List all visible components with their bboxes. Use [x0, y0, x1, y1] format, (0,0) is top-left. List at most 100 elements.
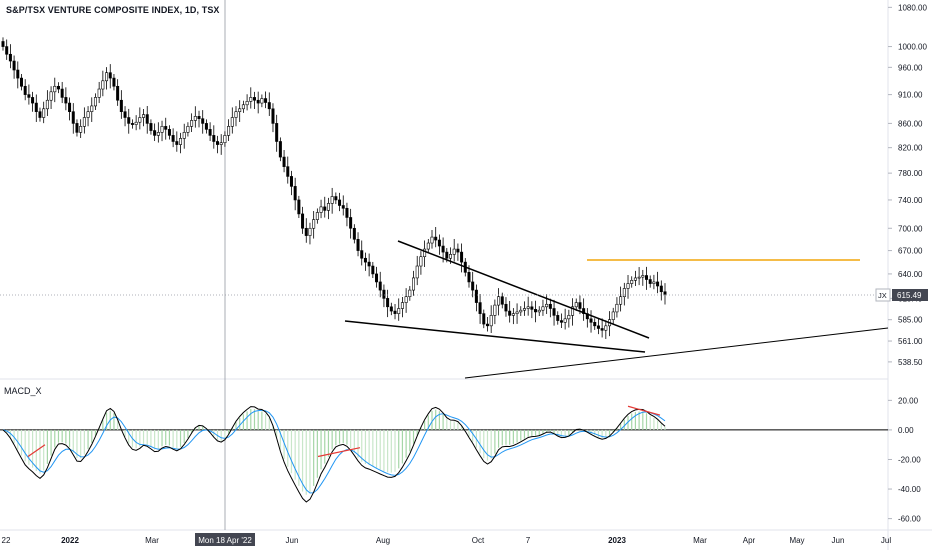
macd-tick-label: 0.00: [898, 426, 914, 435]
candle-body: [53, 85, 57, 93]
candle-body: [408, 289, 412, 298]
candle-body: [548, 303, 552, 309]
candle-body: [312, 219, 316, 229]
candle-body: [319, 206, 323, 213]
candle-body: [504, 303, 508, 312]
candle-body: [511, 313, 515, 316]
candle-body: [593, 322, 597, 327]
candle-body: [567, 315, 571, 320]
candle-body: [134, 121, 138, 125]
candle-body: [323, 206, 327, 211]
candle-body: [138, 117, 142, 123]
candle-body: [27, 94, 31, 98]
candle-body: [101, 80, 105, 90]
candle-body: [153, 130, 157, 136]
candle-body: [156, 132, 160, 136]
candle-body: [571, 306, 575, 316]
candle-body: [123, 111, 127, 118]
candle-body: [71, 111, 75, 124]
time-axis: 22 2022 Mar Mon 18 Apr '22 Jun Aug Oct 7 2023 Mar…: [2, 533, 891, 546]
candle-body: [441, 245, 445, 253]
price-tick-label: 561.00: [898, 337, 923, 346]
candle-body: [230, 117, 234, 127]
candle-body: [171, 135, 175, 142]
price-tick-label: 1080.00: [898, 3, 927, 12]
candle-body: [42, 108, 46, 118]
plot-background[interactable]: [0, 0, 888, 530]
candle-body: [363, 257, 367, 263]
time-tick-label: Jun: [286, 536, 299, 545]
candle-body: [378, 281, 382, 291]
time-tick-label: 22: [2, 536, 11, 545]
time-tick-label: 2023: [608, 536, 626, 545]
price-tick-label: 780.00: [898, 169, 923, 178]
candle-body: [508, 310, 512, 316]
candle-body: [437, 239, 441, 247]
candle-body: [389, 306, 393, 312]
candle-body: [400, 302, 404, 309]
candle-body: [493, 304, 497, 316]
candle-body: [500, 296, 504, 305]
macd-tick-label: -20.00: [898, 455, 921, 464]
time-tick-label: Aug: [376, 536, 390, 545]
candle-body: [105, 72, 109, 82]
candle-body: [286, 166, 290, 177]
candle-body: [659, 285, 663, 293]
price-tick-label: 700.00: [898, 224, 923, 233]
candle-body: [526, 306, 530, 309]
candle-body: [304, 227, 308, 236]
price-candles: [1, 37, 667, 339]
candle-body: [256, 99, 260, 104]
candle-body: [375, 273, 379, 283]
candle-body: [534, 309, 538, 313]
macd-axis: 20.00 0.00 -20.00 -40.00 -60.00: [888, 396, 921, 524]
candle-body: [382, 289, 386, 299]
candle-body: [130, 123, 134, 125]
candle-body: [297, 199, 301, 215]
candle-body: [645, 275, 649, 280]
candle-body: [341, 205, 345, 209]
candle-body: [530, 306, 534, 310]
candle-body: [434, 236, 438, 241]
candle-body: [208, 129, 212, 136]
time-tick-label: Mar: [693, 536, 707, 545]
candle-body: [167, 129, 171, 136]
candle-body: [537, 309, 541, 313]
candle-body: [164, 126, 168, 130]
candle-body: [38, 111, 42, 118]
time-tick-label: Oct: [472, 536, 485, 545]
price-tick-label: 585.00: [898, 316, 923, 325]
candle-body: [519, 309, 523, 313]
candle-body: [574, 302, 578, 308]
candle-body: [68, 102, 72, 112]
candle-body: [223, 135, 227, 144]
candle-body: [60, 88, 64, 98]
candle-body: [641, 275, 645, 278]
candle-body: [86, 111, 90, 118]
candle-body: [308, 227, 312, 236]
macd-line: [2, 406, 666, 503]
price-axis: 1080.00 1000.00 960.00 910.00 860.00 820.00 78…: [888, 3, 927, 367]
candle-body: [186, 126, 190, 133]
candle-body: [282, 156, 286, 167]
macd-tick-label: 20.00: [898, 396, 919, 405]
macd-tick-label: -60.00: [898, 515, 921, 524]
candle-body: [267, 102, 271, 110]
price-tick-label: 820.00: [898, 144, 923, 153]
candle-body: [112, 77, 116, 87]
candle-body: [238, 108, 242, 112]
candle-body: [145, 114, 149, 124]
time-tick-label: 7: [526, 536, 531, 545]
candle-body: [334, 196, 338, 201]
candle-body: [582, 308, 586, 314]
candle-body: [301, 213, 305, 229]
candle-body: [478, 302, 482, 314]
candle-body: [404, 296, 408, 303]
crosshair-date-box: [195, 533, 255, 546]
macd-divergence-line: [317, 447, 361, 458]
candle-body: [1, 41, 5, 47]
price-value-box: [892, 289, 928, 301]
candle-body: [119, 99, 123, 112]
